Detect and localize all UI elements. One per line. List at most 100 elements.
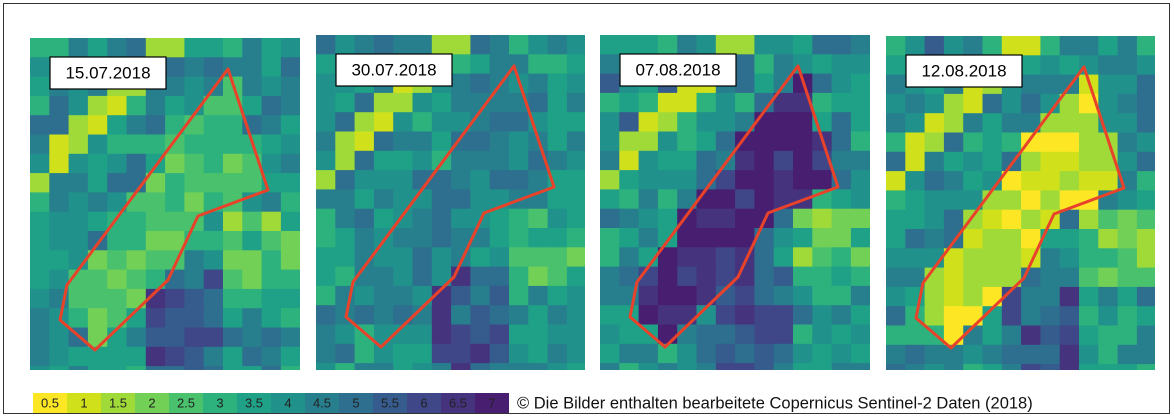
- pixel: [905, 364, 925, 370]
- pixel: [432, 93, 452, 113]
- pixel: [146, 308, 166, 328]
- pixel: [242, 212, 262, 232]
- pixel: [1118, 113, 1138, 133]
- pixel: [812, 93, 832, 113]
- pixel: [677, 228, 697, 248]
- pixel: [413, 35, 433, 55]
- pixel: [1021, 171, 1041, 191]
- pixel: [1060, 248, 1080, 268]
- pixel: [432, 132, 452, 152]
- pixel: [49, 366, 69, 370]
- pixel: [146, 231, 166, 251]
- pixel: [1060, 229, 1080, 249]
- pixel: [184, 38, 204, 58]
- pixel: [242, 366, 262, 370]
- pixel: [983, 229, 1003, 249]
- pixel: [754, 35, 774, 55]
- pixel: [832, 151, 852, 171]
- pixel: [567, 151, 585, 171]
- pixel: [548, 74, 568, 94]
- pixel: [374, 189, 394, 209]
- pixel: [184, 173, 204, 193]
- pixel: [335, 132, 355, 152]
- pixel: [242, 38, 262, 58]
- pixel: [204, 135, 224, 155]
- pixel: [107, 96, 127, 116]
- pixel: [281, 38, 300, 58]
- pixel: [355, 228, 375, 248]
- pixel: [165, 173, 185, 193]
- pixel: [812, 170, 832, 190]
- pixel: [490, 344, 510, 364]
- pixel: [925, 152, 945, 172]
- pixel: [567, 35, 585, 55]
- pixel: [470, 305, 490, 325]
- pixel: [774, 247, 794, 267]
- pixel: [600, 170, 620, 190]
- pixel: [355, 344, 375, 364]
- pixel: [470, 247, 490, 267]
- pixel: [184, 250, 204, 270]
- pixel: [754, 286, 774, 306]
- colorbar-label: 1.5: [109, 395, 127, 410]
- pixel: [316, 74, 336, 94]
- pixel: [204, 231, 224, 251]
- pixel: [528, 35, 548, 55]
- pixel: [262, 38, 282, 58]
- pixel: [242, 347, 262, 367]
- pixel: [509, 112, 529, 132]
- pixel: [793, 209, 813, 229]
- pixel: [355, 93, 375, 113]
- pixel: [944, 152, 964, 172]
- pixel: [470, 35, 490, 55]
- pixel: [413, 228, 433, 248]
- pixel: [262, 77, 282, 97]
- pixel: [600, 305, 620, 325]
- pixel: [697, 112, 717, 132]
- pixel: [735, 54, 755, 74]
- pixel: [639, 363, 659, 370]
- pixel: [335, 189, 355, 209]
- pixel: [1002, 133, 1022, 153]
- pixel: [374, 112, 394, 132]
- pixel: [165, 328, 185, 348]
- pixel: [905, 36, 925, 56]
- pixel: [1040, 287, 1060, 307]
- pixel: [1098, 229, 1118, 249]
- pixel: [983, 113, 1003, 133]
- pixel: [716, 228, 736, 248]
- pixel: [316, 286, 336, 306]
- pixel: [204, 38, 224, 58]
- pixel: [1060, 287, 1080, 307]
- pixel: [490, 325, 510, 345]
- pixel: [886, 364, 906, 370]
- pixel: [490, 35, 510, 55]
- pixel: [677, 170, 697, 190]
- pixel: [567, 209, 585, 229]
- pixel: [88, 173, 108, 193]
- pixel: [1137, 268, 1155, 288]
- pixel: [223, 366, 243, 370]
- pixel: [204, 173, 224, 193]
- pixel: [963, 345, 983, 365]
- pixel: [69, 308, 89, 328]
- pixel: [983, 364, 1003, 370]
- pixel: [204, 270, 224, 290]
- pixel: [165, 38, 185, 58]
- pixel: [886, 248, 906, 268]
- pixel: [393, 247, 413, 267]
- pixel: [886, 94, 906, 114]
- pixel: [567, 132, 585, 152]
- pixel: [49, 347, 69, 367]
- pixel: [774, 344, 794, 364]
- pixel: [30, 231, 50, 251]
- pixel: [851, 151, 870, 171]
- pixel: [697, 363, 717, 370]
- pixel: [1040, 364, 1060, 370]
- colorbar-label: 0.5: [41, 395, 59, 410]
- pixel: [658, 325, 678, 345]
- pixel: [548, 305, 568, 325]
- pixel: [886, 190, 906, 210]
- pixel: [716, 363, 736, 370]
- pixel: [316, 112, 336, 132]
